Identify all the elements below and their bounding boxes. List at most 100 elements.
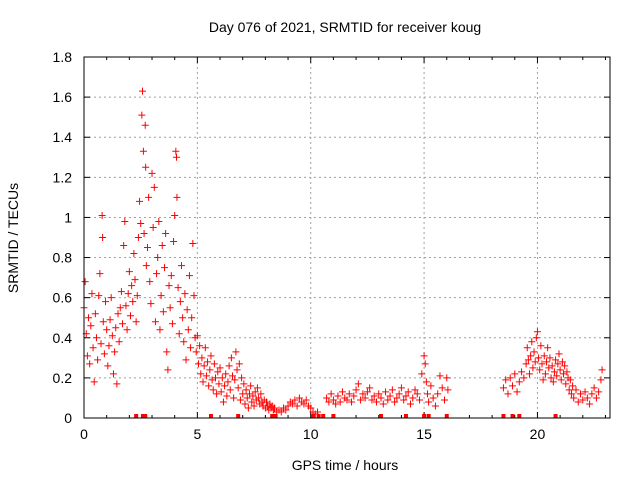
data-point <box>162 229 170 237</box>
data-point <box>238 374 246 382</box>
data-point <box>197 370 205 378</box>
data-point <box>205 382 213 390</box>
data-point <box>103 326 111 334</box>
data-point <box>529 364 537 372</box>
data-point <box>150 183 158 191</box>
data-point <box>184 326 192 334</box>
data-point <box>222 370 230 378</box>
data-point <box>574 398 582 406</box>
axis-ticks <box>83 56 610 419</box>
data-point <box>216 364 224 372</box>
data-point-zero <box>379 414 384 418</box>
data-point <box>379 400 387 408</box>
data-point <box>352 386 360 394</box>
grid-lines <box>84 57 610 418</box>
data-point <box>108 332 116 340</box>
data-point <box>210 360 218 368</box>
data-point <box>173 153 181 161</box>
data-point <box>566 376 574 384</box>
data-point <box>172 147 180 155</box>
data-point <box>212 374 219 382</box>
data-point <box>544 344 552 352</box>
data-point <box>444 386 452 394</box>
data-point <box>569 382 577 390</box>
data-point <box>202 372 210 380</box>
data-point <box>418 370 426 378</box>
data-point <box>242 386 250 394</box>
data-point <box>249 392 257 400</box>
data-point <box>111 348 119 356</box>
data-point <box>535 354 543 362</box>
data-point <box>155 217 163 225</box>
data-point <box>145 193 153 201</box>
data-point <box>190 292 198 300</box>
data-point <box>251 388 259 396</box>
data-point <box>218 374 226 382</box>
data-point <box>567 390 575 398</box>
data-point <box>409 394 417 402</box>
data-point <box>270 404 278 412</box>
data-point <box>513 388 521 396</box>
data-point <box>225 362 233 370</box>
data-point <box>397 384 405 392</box>
data-point <box>154 254 162 262</box>
data-point <box>164 366 172 374</box>
data-point <box>402 392 410 400</box>
y-tick-label: 0.6 <box>53 290 73 306</box>
data-point <box>583 394 591 402</box>
data-point <box>95 292 103 300</box>
data-point <box>528 338 536 346</box>
y-tick-label: 1.8 <box>53 49 73 65</box>
data-point <box>81 278 89 286</box>
data-point <box>121 217 129 225</box>
data-point <box>509 382 517 390</box>
data-point <box>248 398 256 406</box>
data-point <box>523 344 531 352</box>
data-point <box>289 400 297 408</box>
data-point <box>88 290 96 298</box>
data-point-zero <box>270 414 275 418</box>
data-point <box>581 388 589 396</box>
data-point <box>563 368 571 376</box>
data-point <box>124 290 132 298</box>
data-point <box>233 366 241 374</box>
data-point <box>236 396 244 404</box>
data-point <box>522 360 530 368</box>
data-point-zero <box>517 414 522 418</box>
data-point <box>422 378 430 386</box>
data-point <box>117 288 125 296</box>
data-point <box>391 398 399 406</box>
data-point-zero <box>316 414 321 418</box>
data-point <box>520 374 528 382</box>
data-point <box>173 193 181 201</box>
data-point <box>592 394 600 402</box>
data-point-zero <box>331 414 336 418</box>
data-point <box>382 388 390 396</box>
data-point <box>332 400 340 408</box>
data-points <box>80 87 606 418</box>
data-point <box>372 398 380 406</box>
data-point <box>413 390 421 398</box>
data-point <box>241 400 249 408</box>
data-point <box>213 390 221 398</box>
data-point <box>153 270 161 278</box>
y-tick-label: 1.2 <box>53 169 73 185</box>
data-point <box>193 332 201 340</box>
data-point <box>255 394 263 402</box>
data-point <box>102 298 110 306</box>
data-point-zero <box>553 414 558 418</box>
data-point <box>125 268 133 276</box>
data-point <box>325 398 333 406</box>
data-point <box>537 342 545 350</box>
data-point <box>158 242 166 250</box>
data-point <box>86 360 94 368</box>
data-point <box>425 398 433 406</box>
data-point <box>221 382 229 390</box>
data-point <box>94 356 102 364</box>
data-point <box>531 358 539 366</box>
data-point <box>91 310 99 318</box>
data-point <box>307 404 315 412</box>
data-point <box>504 390 512 398</box>
data-point <box>546 354 554 362</box>
